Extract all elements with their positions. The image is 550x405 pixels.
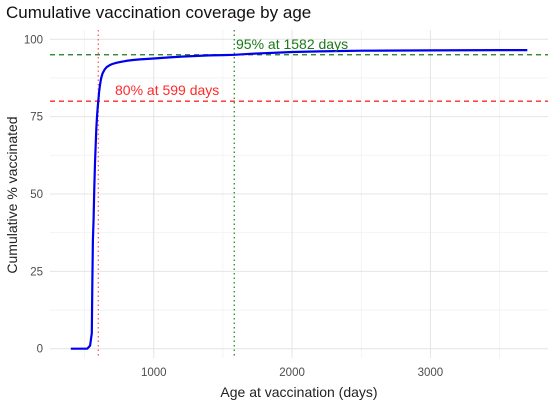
- y-tick-label: 0: [37, 344, 43, 356]
- series-line-0: [70, 49, 528, 350]
- x-tick-label: 2000: [279, 367, 305, 379]
- series-layer: [70, 49, 528, 350]
- y-tick-label: 75: [30, 112, 43, 124]
- x-tick-label: 3000: [418, 367, 444, 379]
- chart-title: Cumulative vaccination coverage by age: [6, 3, 311, 22]
- y-tick-label: 50: [30, 189, 43, 201]
- x-axis-title: Age at vaccination (days): [220, 384, 377, 400]
- major-gridlines: [50, 30, 548, 358]
- minor-gridlines: [50, 30, 548, 358]
- reference-lines: [50, 30, 548, 358]
- x-tick-label: 1000: [141, 367, 167, 379]
- y-tick-label: 100: [24, 34, 43, 46]
- y-axis-title: Cumulative % vaccinated: [4, 116, 20, 273]
- annotation-labels: 80% at 599 days 95% at 1582 days: [115, 36, 348, 98]
- tick-labels: 1000 2000 3000 0 25 50 75 100: [24, 34, 443, 379]
- annotation-95-percent-label: 95% at 1582 days: [236, 36, 348, 52]
- annotation-80-percent-label: 80% at 599 days: [115, 82, 219, 98]
- y-tick-label: 25: [30, 266, 43, 278]
